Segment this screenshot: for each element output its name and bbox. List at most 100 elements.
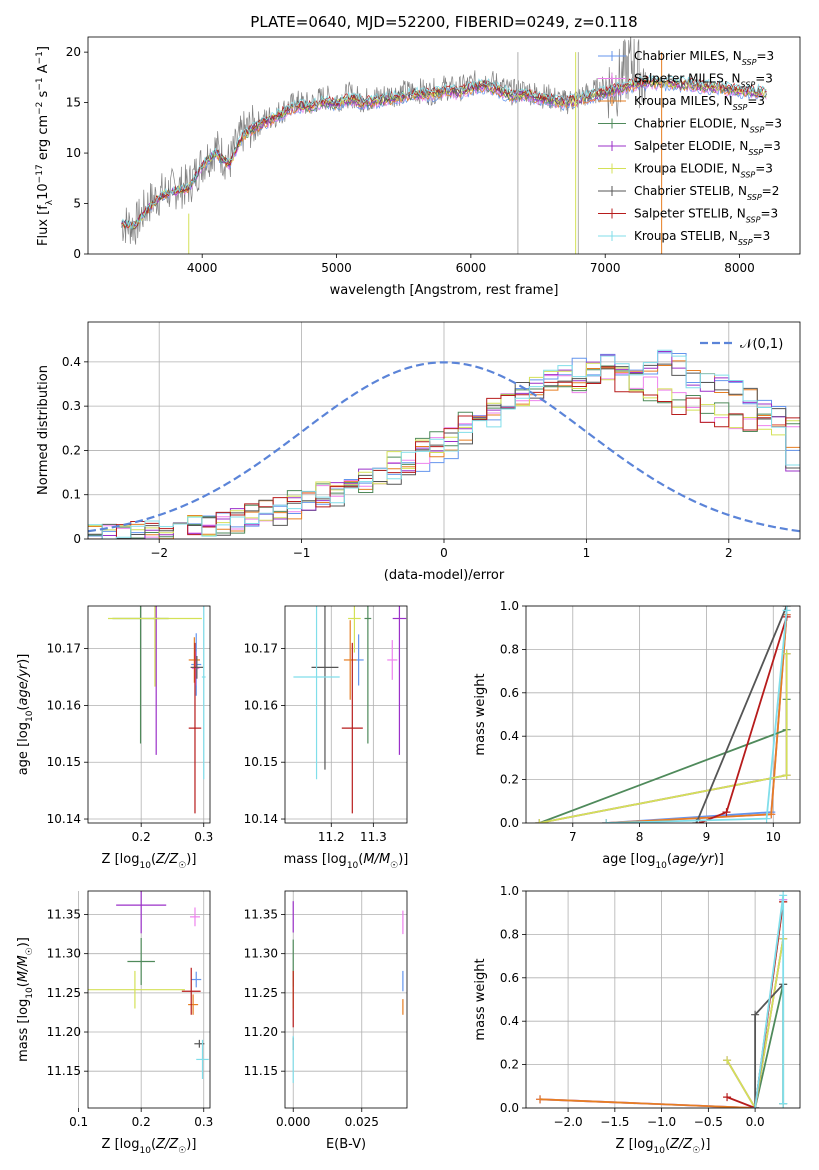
spectrum-y-label: Flux [fλ10−17 erg cm−2 s−1 A−1]	[35, 46, 55, 246]
axes-frame	[87, 321, 801, 540]
legend-label: Salpeter STELIB, NSSP=3	[634, 207, 778, 225]
histogram-8	[88, 349, 800, 539]
residual-y-label: Normed distribution	[36, 365, 51, 495]
errorbar-point-8	[196, 1039, 209, 1080]
x-label-weight_vs_age: age [log10(age/yr)]	[602, 852, 724, 871]
x-tick-label: 10	[766, 830, 781, 844]
axes-spectrum: 4000 5000 6000 7000 8000 0 5 10 15 20	[66, 36, 801, 275]
weight-marker	[767, 810, 776, 819]
y-tick-label: 0	[73, 247, 81, 261]
weight-marker	[535, 819, 544, 823]
errorbar-point-7	[181, 967, 201, 1015]
grid-weight_vs_age	[526, 605, 800, 824]
errorbar-point-6	[190, 655, 204, 679]
x-tick-label: 7	[569, 830, 577, 844]
weight-marker	[602, 819, 611, 823]
errorbar-point-1	[189, 907, 200, 927]
x-tick-label: −1.5	[600, 1115, 629, 1129]
y-tick-label: 1.0	[500, 599, 519, 613]
y-tick-label: 0.1	[62, 488, 81, 502]
x-tick-label: 11.3	[360, 830, 387, 844]
axes-weight_vs_age: 7 8 9 10 0.0 0.2 0.4 0.6 0.8 1.0	[500, 599, 801, 844]
y-label-weight_vs_age: mass weight	[473, 673, 488, 755]
axes-age_vs_Z: 0.2 0.3 10.14 10.15 10.16 10.17	[47, 605, 213, 844]
weight-line-1	[606, 614, 788, 823]
y-tick-label: 0.4	[500, 1014, 519, 1028]
errorbar-point-2	[188, 994, 199, 1015]
y-tick-label: 11.15	[47, 1064, 81, 1078]
x-tick-label: 0.1	[69, 1115, 88, 1129]
x-tick-label: −1.0	[647, 1115, 676, 1129]
x-tick-label: −0.5	[694, 1115, 723, 1129]
y-tick-label: 10.16	[47, 698, 81, 712]
plot-area-age_vs_Z	[108, 606, 206, 814]
axes-weight_vs_Z: −2.0 −1.5 −1.0 −0.5 0.0 0.0 0.2 0.4 0.6 0.8 1.0	[500, 884, 801, 1129]
legend-label: Chabrier MILES, NSSP=3	[634, 49, 774, 67]
x-tick-label: 0.0	[746, 1115, 765, 1129]
x-tick-label: 6000	[456, 261, 487, 275]
errorbar-point-0	[191, 971, 202, 988]
axes-frame	[87, 890, 211, 1109]
y-tick-label: 0.0	[500, 1101, 519, 1115]
errorbar-point-4	[392, 606, 407, 755]
x-tick-label: 0.025	[345, 1115, 379, 1129]
errorbar-point-1	[387, 640, 398, 680]
x-tick-label: 8000	[724, 261, 755, 275]
y-tick-label: 11.35	[47, 908, 81, 922]
grid-mass_vs_Z	[78, 891, 210, 1108]
legend-label: Salpeter ELODIE, NSSP=3	[634, 139, 781, 157]
grid-mass_vs_EBV	[285, 891, 407, 1108]
plot-area-residuals	[88, 349, 800, 539]
y-tick-label: 0	[73, 532, 81, 546]
errorbar-point-7	[341, 642, 363, 814]
weight-line-8	[606, 610, 788, 823]
figure-title: PLATE=0640, MJD=52200, FIBERID=0249, z=0…	[250, 13, 638, 31]
residual-legend: 𝒩(0,1)	[700, 337, 783, 352]
x-label-age_vs_mass: mass [log10(M/M☉)]	[284, 852, 409, 871]
weight-marker	[723, 1093, 732, 1102]
weight-marker	[779, 891, 788, 900]
x-tick-label: 0.2	[132, 1115, 151, 1129]
spectrum-legend: Chabrier MILES, NSSP=3 Salpeter MILES, NS…	[598, 49, 782, 247]
x-tick-label: 11.2	[318, 830, 345, 844]
errorbar-point-3	[364, 606, 372, 744]
axes-frame	[525, 605, 801, 824]
plot-area-weight_vs_Z	[536, 891, 788, 1108]
y-tick-label: 0.6	[500, 686, 519, 700]
y-tick-label: 1.0	[500, 884, 519, 898]
x-tick-label: −2	[150, 546, 168, 560]
plot-area-mass_vs_EBV	[292, 901, 404, 1083]
weight-line-2	[606, 614, 788, 823]
x-tick-label: 0.3	[194, 1115, 213, 1129]
y-tick-label: 0.2	[500, 773, 519, 787]
legend-label: 𝒩(0,1)	[740, 337, 783, 352]
errorbar-point-5	[108, 606, 202, 687]
plot-area-weight_vs_age	[535, 606, 791, 823]
weight-marker	[782, 771, 791, 780]
spectrum-model-8	[121, 73, 767, 229]
weight-line-6	[695, 606, 788, 823]
plot-area-mass_vs_Z	[88, 891, 209, 1080]
x-tick-label: 8	[636, 830, 644, 844]
y-tick-label: 10.14	[244, 812, 278, 826]
y-tick-label: 11.25	[244, 986, 278, 1000]
y-tick-label: 10.17	[47, 642, 81, 656]
y-tick-label: 0.4	[62, 355, 81, 369]
axes-frame	[87, 36, 801, 255]
y-tick-label: 0.8	[500, 927, 519, 941]
spectrum-model-5	[121, 77, 767, 230]
y-tick-label: 0.8	[500, 642, 519, 656]
y-tick-label: 10.16	[244, 698, 278, 712]
y-tick-label: 0.6	[500, 971, 519, 985]
x-tick-label: 9	[703, 830, 711, 844]
y-tick-label: 0.4	[500, 729, 519, 743]
spectrum-data-trace	[121, 37, 646, 245]
y-tick-label: 11.20	[47, 1025, 81, 1039]
grid-age_vs_mass	[285, 606, 407, 823]
x-label-weight_vs_Z: Z [log10(Z/Z☉)]	[616, 1137, 711, 1156]
x-tick-label: 1	[583, 546, 591, 560]
y-tick-label: 11.30	[244, 947, 278, 961]
errorbar-point-5	[88, 970, 185, 1009]
plot-area-age_vs_mass	[293, 606, 407, 814]
y-tick-label: 11.25	[47, 986, 81, 1000]
